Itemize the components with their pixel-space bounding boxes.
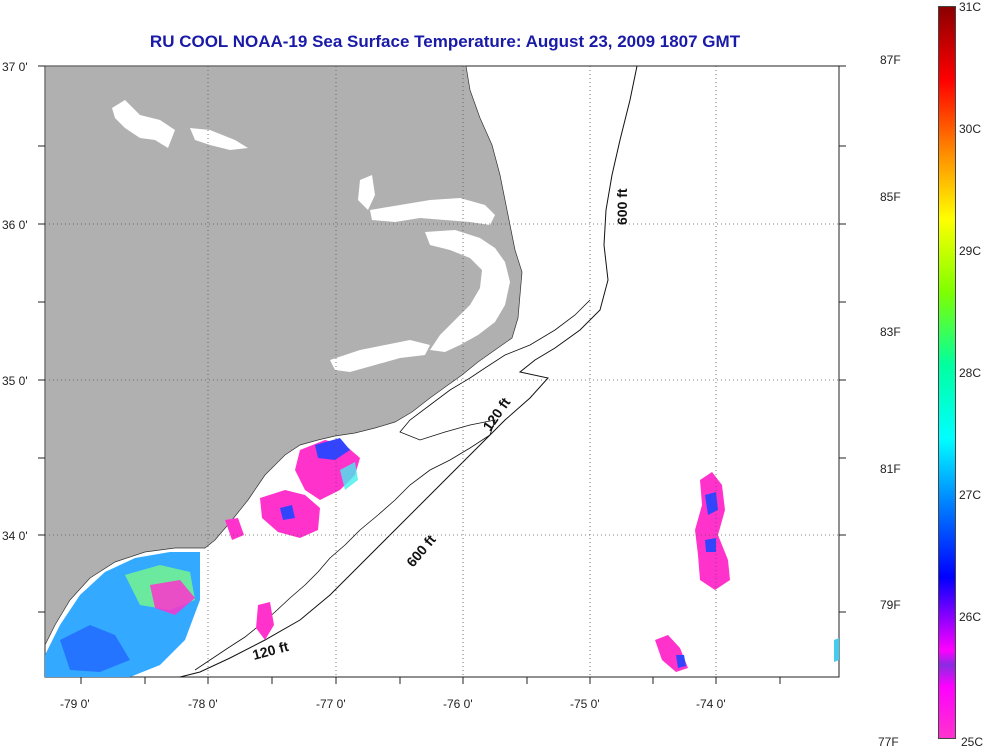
axis-ticks	[38, 65, 846, 684]
lon-label-76: -76 0'	[443, 697, 473, 711]
sst-patch-edge	[834, 638, 839, 662]
contour-120ft	[194, 299, 591, 671]
lat-label-34: 34 0'	[2, 529, 28, 543]
colorbar-c-30: 30C	[959, 122, 982, 136]
contour-label-600-north: 600 ft	[614, 188, 630, 225]
sst-patch-small-2	[256, 602, 274, 640]
colorbar-c-28: 28C	[959, 366, 982, 380]
colorbar-f-77: 77F	[878, 735, 899, 749]
colorbar-f-79: 79F	[880, 598, 901, 612]
colorbar-c-31: 31C	[959, 0, 982, 14]
inlet-1	[358, 175, 375, 210]
sst-patch-small-1	[225, 518, 244, 540]
graticule	[45, 66, 839, 677]
lat-label-37: 37 0'	[2, 60, 28, 74]
lon-label-75: -75 0'	[570, 697, 600, 711]
contour-600ft	[179, 65, 638, 678]
sst-patch-sw-magenta	[150, 580, 195, 615]
sst-patch-onslow-2-blue	[280, 505, 295, 520]
sst-patch-sw-blue	[60, 625, 130, 672]
neuse-river	[330, 340, 430, 372]
lake-1	[112, 100, 175, 148]
colorbar-f-83: 83F	[880, 325, 901, 339]
sst-patch-offshore-1-blue	[705, 492, 718, 552]
lat-label-35: 35 0'	[2, 374, 28, 388]
sst-patch-offshore-1	[695, 472, 730, 590]
colorbar-f-87: 87F	[880, 53, 901, 67]
colorbar-c-25: 25C	[961, 735, 984, 749]
sst-patch-onslow-1-cyan	[340, 462, 358, 490]
albemarle-sound	[370, 198, 495, 225]
lat-label-36: 36 0'	[2, 218, 28, 232]
colorbar-c-26: 26C	[959, 610, 982, 624]
lon-label-78: -78 0'	[188, 697, 218, 711]
colorbar-f-85: 85F	[880, 190, 901, 204]
colorbar-f-81: 81F	[880, 462, 901, 476]
sst-patch-onslow-1-blue	[315, 438, 350, 460]
lon-label-77: -77 0'	[316, 697, 346, 711]
colorbar-c-27: 27C	[959, 488, 982, 502]
lon-label-79: -79 0'	[60, 697, 90, 711]
sst-colorbar	[938, 6, 956, 739]
colorbar-c-29: 29C	[959, 244, 982, 258]
sst-patch-offshore-2-blue	[676, 655, 686, 668]
lon-label-74: -74 0'	[696, 697, 726, 711]
pamlico-sound	[425, 230, 510, 352]
map-title: RU COOL NOAA-19 Sea Surface Temperature:…	[149, 32, 741, 51]
lake-2	[190, 128, 248, 150]
